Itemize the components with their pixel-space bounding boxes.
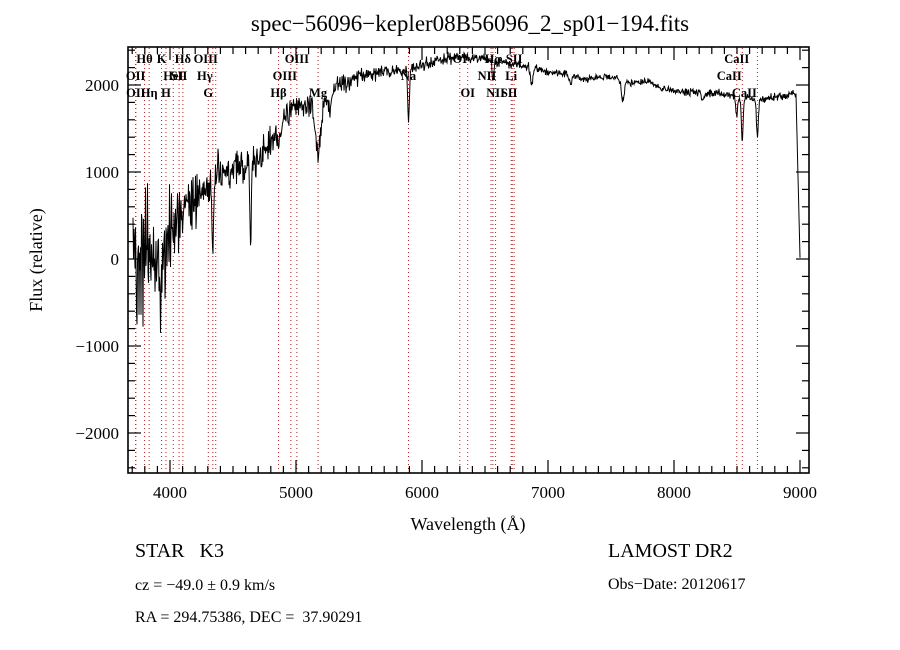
y-tick-label: 0 — [111, 250, 120, 269]
x-tick-label: 9000 — [783, 483, 817, 502]
spectral-line-label: CaII — [732, 86, 757, 100]
x-tick-label: 6000 — [405, 483, 439, 502]
spectral-line-label: Li — [505, 69, 517, 83]
spectral-line-label: OII — [126, 86, 146, 100]
tick-labels-layer: 4000 5000 6000 7000 8000 9000 −2000 −1000 0 1000 2… — [75, 76, 817, 502]
x-tick-label: 8000 — [657, 483, 691, 502]
spectral-line-label: H — [161, 86, 171, 100]
spectral-line-label: SII — [501, 86, 518, 100]
spectral-line-label: Na — [401, 69, 417, 83]
spectral-line-label: Hη — [141, 86, 158, 100]
spectrum-layer — [132, 51, 801, 333]
axis-ticks-layer — [128, 47, 809, 473]
marker-lines-layer — [135, 48, 758, 472]
footer-obs-date: Obs−Date: 20120617 — [608, 576, 745, 593]
spectral-line-label: CaII — [724, 52, 749, 66]
y-axis-label: Flux (relative) — [26, 208, 47, 311]
x-tick-label: 5000 — [279, 483, 313, 502]
plot-frame — [127, 46, 810, 474]
footer-cz: cz = −49.0 ± 0.9 km/s — [135, 577, 275, 594]
spectral-line-label: SII — [506, 52, 523, 66]
y-tick-label: −1000 — [75, 337, 119, 356]
x-axis-label: Wavelength (Å) — [410, 514, 525, 535]
plot-frame-layer — [127, 46, 810, 474]
spectral-line-label: Hθ — [136, 52, 152, 66]
plot-title: spec−56096−kepler08B56096_2_sp01−194.fit… — [251, 11, 689, 36]
y-tick-label: 2000 — [85, 76, 119, 95]
spectral-line-label: Hβ — [270, 86, 287, 100]
footer-ra-dec: RA = 294.75386, DEC = 37.90291 — [135, 609, 362, 626]
y-tick-label: 1000 — [85, 163, 119, 182]
spectrum-path — [132, 51, 801, 333]
x-tick-label: 4000 — [153, 483, 187, 502]
y-tick-label: −2000 — [75, 424, 119, 443]
spectral-line-label: OIII — [194, 52, 218, 66]
spectral-line-label: HeI — [163, 69, 183, 83]
spectral-line-label: OIII — [273, 69, 297, 83]
footer-survey: LAMOST DR2 — [608, 540, 733, 562]
spectral-line-label: Hα — [485, 52, 502, 66]
spectral-line-label: OIII — [285, 52, 309, 66]
footer-object-class: STAR K3 — [135, 540, 224, 562]
spectral-line-label: NII — [478, 69, 497, 83]
spectral-line-label: SII — [171, 69, 188, 83]
spectral-line-label: NII — [486, 86, 505, 100]
spectral-line-label: OI — [453, 52, 468, 66]
x-tick-label: 7000 — [531, 483, 565, 502]
spectral-line-label: K — [157, 52, 167, 66]
spectral-line-label: Mg — [309, 86, 328, 100]
spectral-line-label: G — [203, 86, 213, 100]
spectral-line-label: OI — [460, 86, 475, 100]
spectral-line-label: OII — [126, 69, 146, 83]
spectral-line-label: Hγ — [197, 69, 213, 83]
spectral-line-label: CaII — [717, 69, 742, 83]
spectral-line-label: Hδ — [175, 52, 192, 66]
